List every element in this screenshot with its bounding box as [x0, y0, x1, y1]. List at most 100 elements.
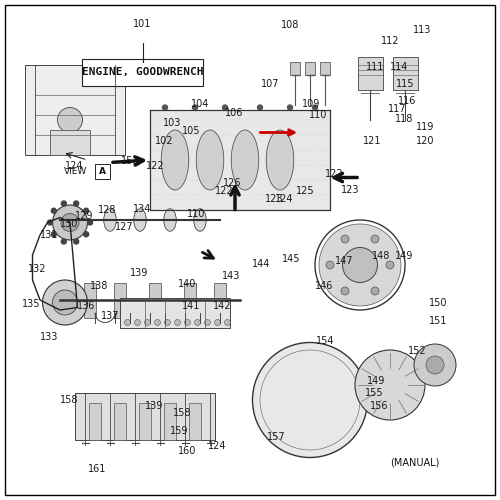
Text: 123: 123 — [265, 194, 283, 204]
Text: 114: 114 — [390, 62, 408, 72]
Bar — [305, 62, 315, 75]
Text: 103: 103 — [164, 118, 182, 128]
Circle shape — [341, 235, 349, 243]
Circle shape — [52, 290, 78, 315]
Text: 160: 160 — [178, 446, 196, 456]
Text: 113: 113 — [414, 25, 432, 35]
Text: 156: 156 — [370, 401, 388, 411]
Text: 144: 144 — [252, 259, 270, 269]
Circle shape — [192, 105, 198, 110]
Circle shape — [162, 105, 168, 110]
Circle shape — [319, 224, 401, 306]
Circle shape — [74, 239, 78, 244]
Ellipse shape — [231, 130, 259, 190]
Text: ENGINE, GOODWRENCH: ENGINE, GOODWRENCH — [82, 68, 203, 78]
Bar — [84, 282, 96, 318]
Text: 115: 115 — [396, 79, 414, 89]
Text: 122: 122 — [214, 186, 234, 196]
Text: 104: 104 — [191, 99, 209, 109]
Circle shape — [194, 320, 200, 326]
Circle shape — [355, 350, 425, 420]
Bar — [164, 402, 176, 440]
Text: 145: 145 — [282, 254, 300, 264]
Text: 119: 119 — [416, 122, 434, 132]
Text: 146: 146 — [315, 281, 333, 291]
Text: 149: 149 — [367, 376, 385, 386]
Text: 124: 124 — [208, 441, 226, 451]
Text: 140: 140 — [178, 279, 196, 289]
Bar — [75, 392, 215, 440]
Circle shape — [52, 208, 57, 213]
Text: 122: 122 — [324, 169, 344, 179]
Circle shape — [52, 232, 57, 237]
Text: VIEW: VIEW — [64, 166, 88, 175]
Bar — [139, 402, 151, 440]
Text: 148: 148 — [372, 251, 390, 261]
Ellipse shape — [74, 209, 86, 231]
Circle shape — [124, 320, 130, 326]
Text: 142: 142 — [213, 301, 232, 311]
Text: 130: 130 — [60, 219, 78, 229]
Text: 152: 152 — [408, 346, 427, 356]
Text: 112: 112 — [381, 36, 399, 46]
Text: 110: 110 — [309, 110, 327, 120]
Ellipse shape — [196, 130, 224, 190]
Text: 128: 128 — [98, 205, 117, 215]
Text: 108: 108 — [281, 20, 299, 30]
Text: 155: 155 — [364, 388, 384, 398]
Circle shape — [62, 201, 66, 206]
Text: 131: 131 — [40, 230, 58, 240]
Circle shape — [386, 261, 394, 269]
Text: 120: 120 — [416, 136, 434, 146]
Text: 124: 124 — [65, 161, 83, 171]
Circle shape — [312, 105, 318, 110]
Ellipse shape — [134, 209, 146, 231]
Circle shape — [74, 201, 78, 206]
Text: 153: 153 — [121, 156, 139, 166]
Text: 101: 101 — [134, 19, 152, 29]
Text: (MANUAL): (MANUAL) — [390, 458, 440, 468]
Text: 121: 121 — [363, 136, 382, 146]
Text: 161: 161 — [88, 464, 106, 474]
Circle shape — [174, 320, 180, 326]
Text: 132: 132 — [28, 264, 47, 274]
Text: 123: 123 — [341, 185, 359, 195]
Ellipse shape — [161, 130, 189, 190]
Circle shape — [61, 214, 79, 232]
Circle shape — [214, 320, 220, 326]
Text: 136: 136 — [77, 301, 95, 311]
Bar — [214, 282, 226, 318]
Text: 118: 118 — [395, 114, 413, 124]
Ellipse shape — [104, 209, 116, 231]
Text: 139: 139 — [145, 401, 163, 411]
Text: 135: 135 — [22, 299, 40, 309]
Text: 127: 127 — [114, 222, 134, 232]
Ellipse shape — [266, 130, 294, 190]
Text: 138: 138 — [90, 281, 108, 291]
Text: 158: 158 — [60, 395, 78, 405]
Text: 125: 125 — [296, 186, 314, 196]
Text: 109: 109 — [302, 99, 320, 109]
Ellipse shape — [164, 209, 176, 231]
Bar — [149, 282, 161, 318]
Text: 111: 111 — [366, 62, 384, 72]
Text: 139: 139 — [130, 268, 148, 278]
Circle shape — [341, 287, 349, 295]
Circle shape — [288, 105, 292, 110]
Circle shape — [204, 320, 210, 326]
Text: 143: 143 — [222, 271, 240, 281]
Circle shape — [342, 248, 378, 282]
Circle shape — [62, 239, 66, 244]
Circle shape — [252, 342, 368, 458]
Circle shape — [224, 320, 230, 326]
Text: 122: 122 — [146, 161, 165, 171]
Ellipse shape — [194, 209, 206, 231]
Bar — [290, 62, 300, 75]
Circle shape — [222, 105, 228, 110]
Circle shape — [164, 320, 170, 326]
Circle shape — [184, 320, 190, 326]
Text: 107: 107 — [261, 79, 279, 89]
Circle shape — [48, 220, 52, 225]
Bar — [50, 130, 90, 155]
Text: 102: 102 — [155, 136, 174, 146]
